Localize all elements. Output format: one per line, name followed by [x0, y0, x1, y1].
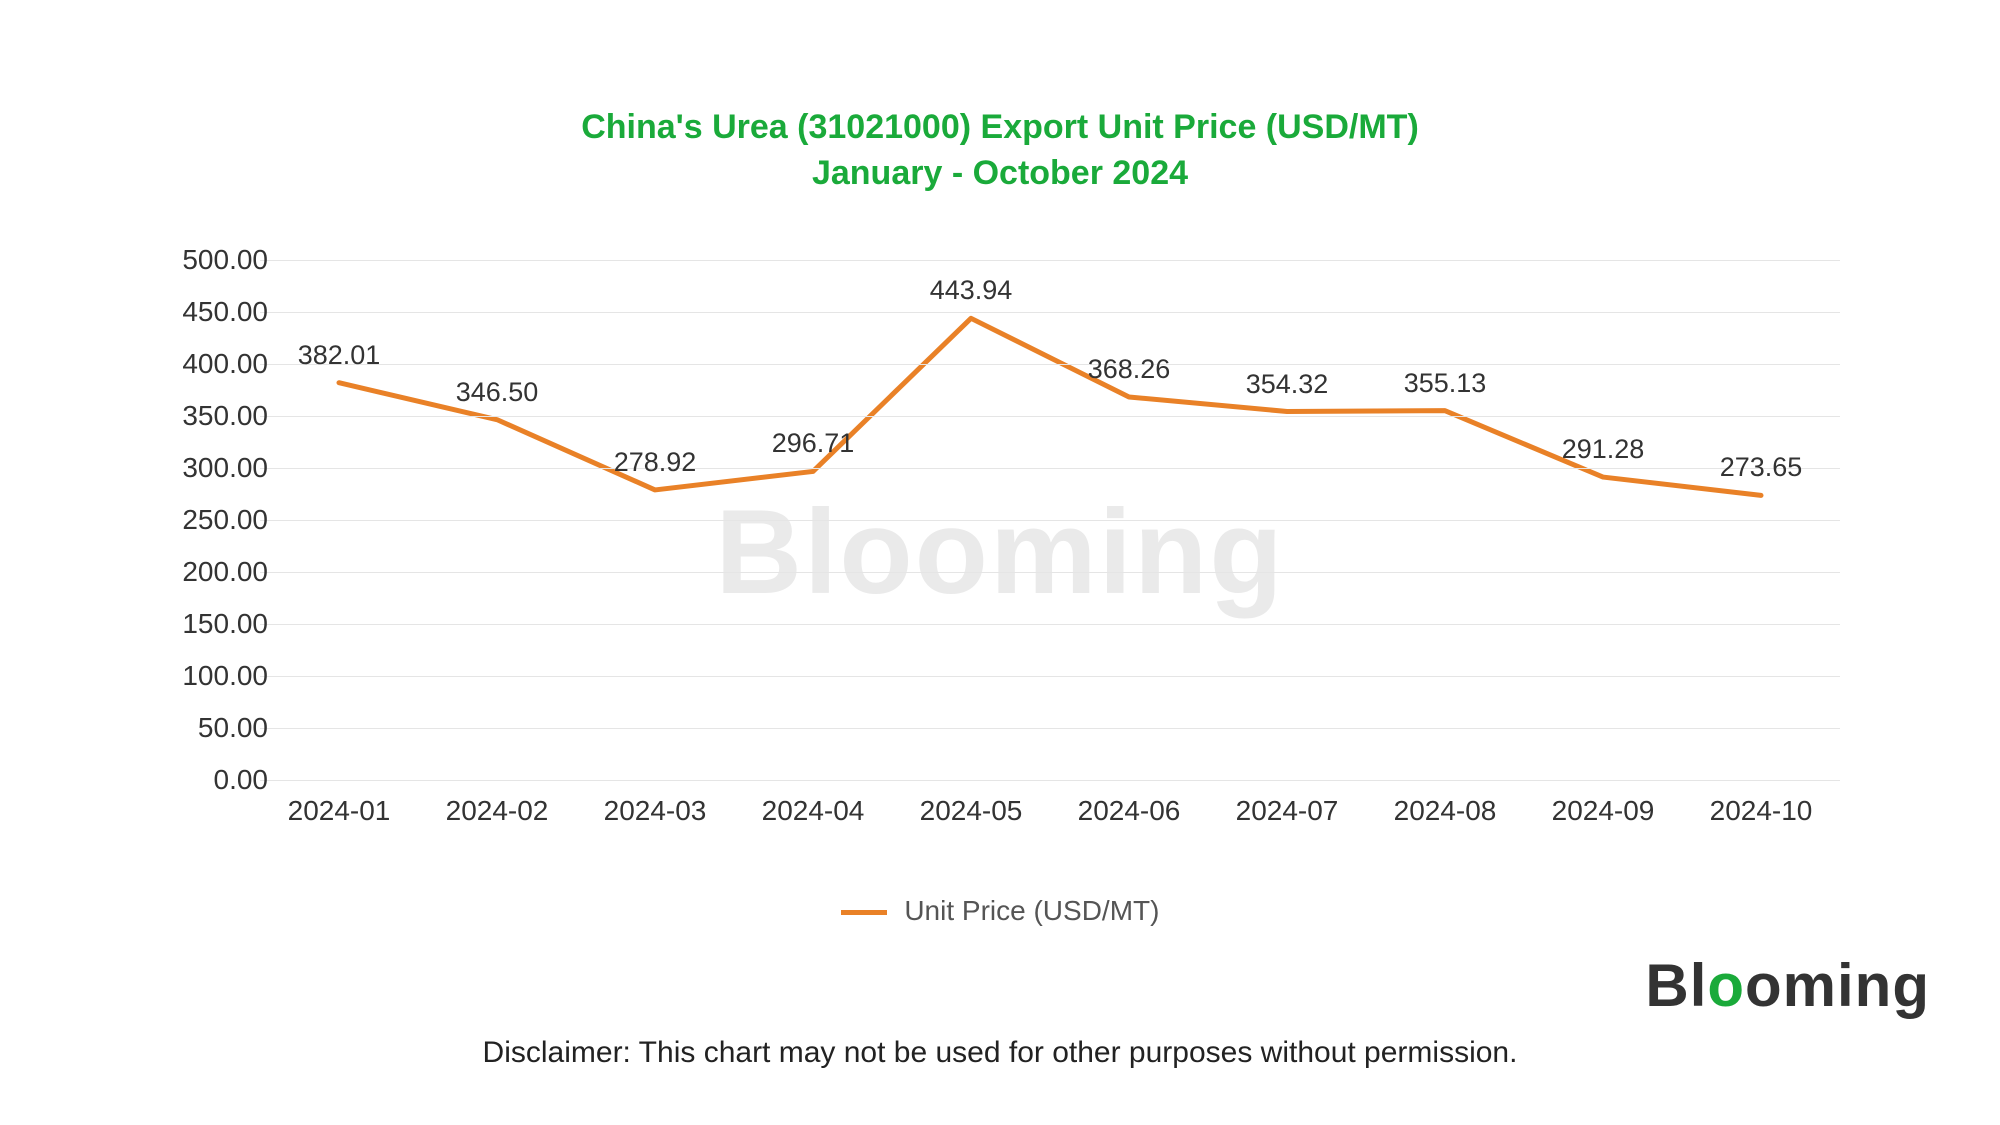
disclaimer-text: Disclaimer: This chart may not be used f…: [0, 1036, 2000, 1070]
y-tick-label: 100.00: [158, 660, 268, 692]
y-tick-label: 350.00: [158, 400, 268, 432]
gridline: [260, 780, 1840, 781]
legend: Unit Price (USD/MT): [0, 895, 2000, 927]
data-label: 291.28: [1562, 434, 1645, 465]
data-label: 273.65: [1720, 452, 1803, 483]
y-tick-label: 200.00: [158, 556, 268, 588]
y-tick-label: 500.00: [158, 244, 268, 276]
x-tick-label: 2024-04: [762, 795, 865, 827]
watermark-corner: Blooming: [1645, 951, 1930, 1020]
gridline: [260, 312, 1840, 313]
y-tick-label: 150.00: [158, 608, 268, 640]
gridline: [260, 624, 1840, 625]
chart-area: Blooming 0.0050.00100.00150.00200.00250.…: [140, 230, 1860, 850]
data-label: 355.13: [1404, 368, 1487, 399]
gridline: [260, 260, 1840, 261]
x-tick-label: 2024-03: [604, 795, 707, 827]
y-tick-label: 400.00: [158, 348, 268, 380]
x-tick-label: 2024-06: [1078, 795, 1181, 827]
title-line-2: January - October 2024: [0, 151, 2000, 197]
data-label: 346.50: [456, 377, 539, 408]
gridline: [260, 364, 1840, 365]
x-tick-label: 2024-02: [446, 795, 549, 827]
data-label: 382.01: [298, 340, 381, 371]
legend-label: Unit Price (USD/MT): [904, 895, 1159, 926]
gridline: [260, 468, 1840, 469]
title-line-1: China's Urea (31021000) Export Unit Pric…: [0, 105, 2000, 151]
y-tick-label: 0.00: [158, 764, 268, 796]
gridline: [260, 676, 1840, 677]
data-label: 354.32: [1246, 369, 1329, 400]
x-tick-label: 2024-09: [1552, 795, 1655, 827]
x-tick-label: 2024-08: [1394, 795, 1497, 827]
data-label: 296.71: [772, 428, 855, 459]
legend-swatch: [841, 910, 887, 915]
x-tick-label: 2024-10: [1710, 795, 1813, 827]
chart-title: China's Urea (31021000) Export Unit Pric…: [0, 105, 2000, 197]
y-tick-label: 450.00: [158, 296, 268, 328]
gridline: [260, 572, 1840, 573]
data-label: 278.92: [614, 447, 697, 478]
x-tick-label: 2024-05: [920, 795, 1023, 827]
data-label: 368.26: [1088, 354, 1171, 385]
y-tick-label: 50.00: [158, 712, 268, 744]
y-tick-label: 250.00: [158, 504, 268, 536]
gridline: [260, 416, 1840, 417]
gridline: [260, 520, 1840, 521]
data-label: 443.94: [930, 275, 1013, 306]
x-tick-label: 2024-07: [1236, 795, 1339, 827]
x-tick-label: 2024-01: [288, 795, 391, 827]
gridline: [260, 728, 1840, 729]
y-tick-label: 300.00: [158, 452, 268, 484]
